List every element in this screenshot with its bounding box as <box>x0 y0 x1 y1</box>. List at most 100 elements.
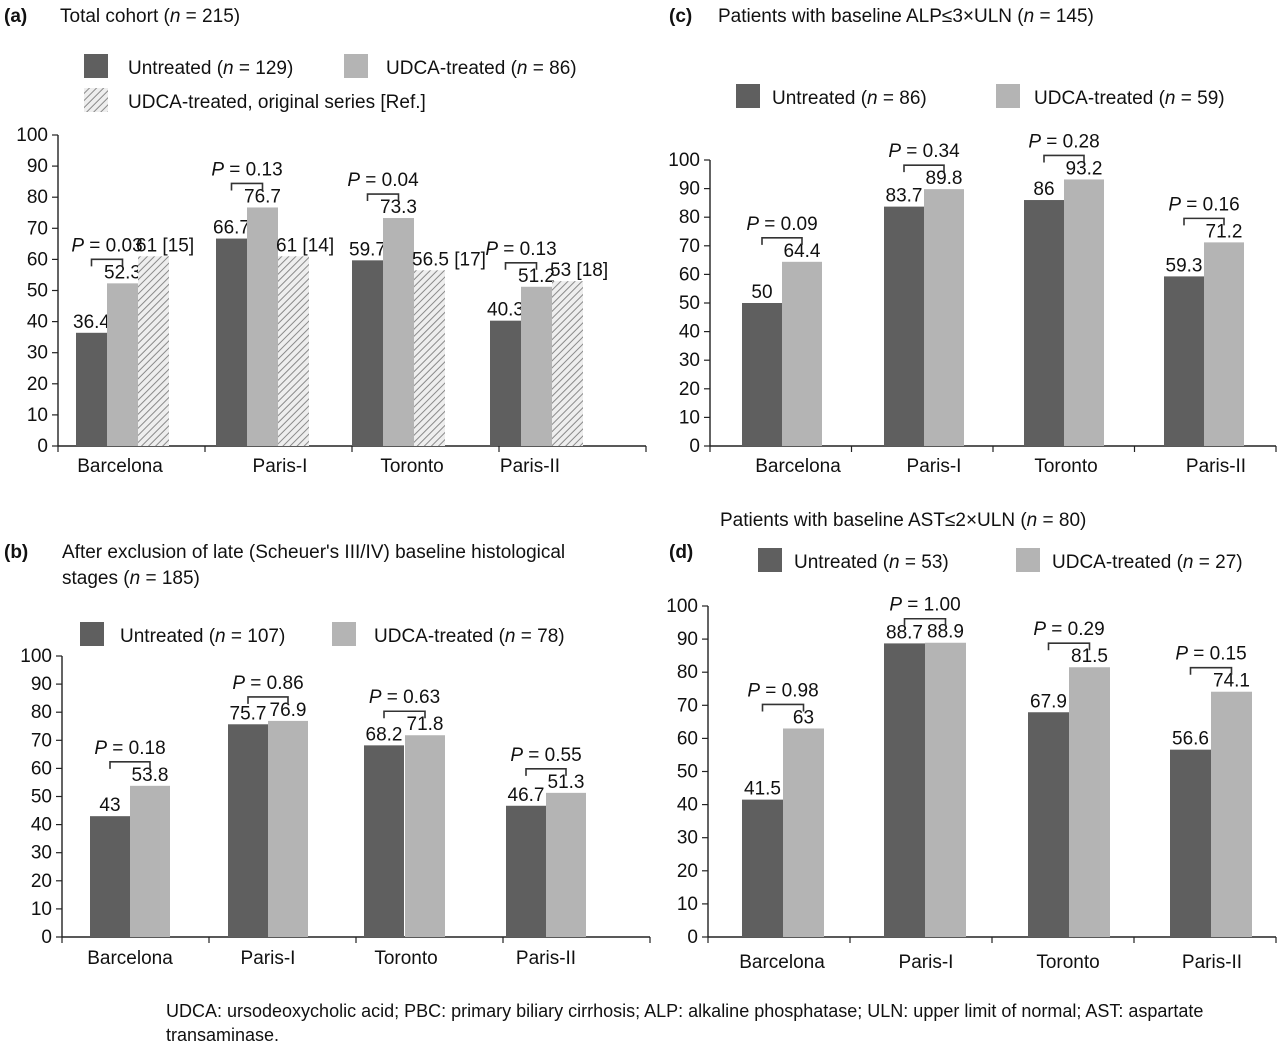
y-tick-label: 90 <box>27 156 48 177</box>
x-tick-label: Paris-I <box>253 456 308 477</box>
y-tick-label: 10 <box>679 407 700 428</box>
data-label: 43 <box>99 795 120 816</box>
data-label: 52.3 <box>104 262 141 283</box>
data-label: 76.7 <box>244 186 281 207</box>
y-tick-label: 20 <box>677 861 698 882</box>
panel-label: (c) <box>669 6 692 27</box>
y-tick-label: 80 <box>31 702 52 723</box>
p-value-label: P = 0.28 <box>1028 131 1099 152</box>
data-label: 86 <box>1033 179 1054 200</box>
p-value-label: P = 0.34 <box>888 141 960 162</box>
data-label: 50 <box>751 282 772 303</box>
bar <box>90 816 130 937</box>
data-label: 93.2 <box>1066 158 1103 179</box>
y-tick-label: 20 <box>27 374 48 395</box>
p-bracket <box>247 696 289 704</box>
p-value-label: P = 0.18 <box>94 738 165 759</box>
legend-label: UDCA-treated (n = 27) <box>1052 552 1243 573</box>
data-label: 53.8 <box>132 765 169 786</box>
bar <box>1164 276 1204 446</box>
footnote: UDCA: ursodeoxycholic acid; PBC: primary… <box>166 1001 1204 1045</box>
y-tick-label: 40 <box>27 312 48 333</box>
data-label: 53 [18] <box>550 260 608 281</box>
y-tick-label: 60 <box>27 249 48 270</box>
p-bracket <box>903 164 945 173</box>
panel-label: (d) <box>669 542 693 563</box>
y-tick-label: 10 <box>27 405 48 426</box>
p-value-label: P = 0.86 <box>232 673 303 694</box>
x-tick-label: Paris-II <box>1186 456 1246 477</box>
data-label: 51.2 <box>518 266 555 287</box>
legend-swatch <box>736 84 760 108</box>
x-tick-label: Toronto <box>374 948 437 969</box>
y-tick-label: 10 <box>677 894 698 915</box>
legend-label: Untreated (n = 107) <box>120 626 285 647</box>
x-tick-label: Paris-II <box>1182 952 1242 973</box>
p-value-label: P = 0.29 <box>1033 619 1104 640</box>
bar <box>138 256 169 446</box>
p-bracket <box>1189 666 1233 675</box>
x-tick-label: Paris-II <box>500 456 560 477</box>
y-tick-label: 100 <box>20 646 52 667</box>
bar <box>742 799 783 937</box>
data-label: 67.9 <box>1030 691 1067 712</box>
legend-swatch <box>84 88 108 112</box>
y-tick-label: 30 <box>27 343 48 364</box>
x-tick-label: Barcelona <box>755 456 841 477</box>
bar <box>383 218 414 446</box>
legend-label: UDCA-treated (n = 59) <box>1034 88 1225 109</box>
data-label: 61 [14] <box>276 235 334 256</box>
bar <box>782 261 822 446</box>
data-label: 81.5 <box>1071 646 1108 667</box>
x-tick-label: Toronto <box>380 456 443 477</box>
legend-label: UDCA-treated, original series [Ref.] <box>128 92 426 113</box>
p-bracket <box>1043 154 1085 163</box>
p-value-label: P = 0.15 <box>1175 644 1246 665</box>
bar <box>414 270 445 446</box>
x-tick-label: Paris-I <box>241 948 296 969</box>
data-label: 75.7 <box>230 703 267 724</box>
legend-swatch <box>996 84 1020 108</box>
data-label: 71.8 <box>407 714 444 735</box>
bar <box>924 189 964 446</box>
data-label: 64.4 <box>784 241 821 262</box>
bar <box>552 281 583 446</box>
legend-label: UDCA-treated (n = 86) <box>386 58 577 79</box>
bar <box>130 785 170 937</box>
p-value-label: P = 0.98 <box>747 680 818 701</box>
p-value-label: P = 1.00 <box>889 595 960 616</box>
data-label: 59.3 <box>1166 255 1203 276</box>
x-tick-label: Paris-II <box>516 948 576 969</box>
x-tick-label: Toronto <box>1034 456 1097 477</box>
y-tick-label: 40 <box>31 815 52 836</box>
legend-label: Untreated (n = 53) <box>794 552 949 573</box>
bar <box>490 320 521 446</box>
bar <box>1170 749 1211 937</box>
legend-swatch <box>758 548 782 572</box>
legend-label: Untreated (n = 86) <box>772 88 927 109</box>
data-label: 76.9 <box>270 700 307 721</box>
y-tick-label: 90 <box>31 674 52 695</box>
data-label: 56.5 [17] <box>412 249 486 270</box>
y-tick-label: 100 <box>666 596 698 617</box>
bar <box>352 260 383 446</box>
y-tick-label: 0 <box>689 436 700 457</box>
bar <box>405 735 445 937</box>
legend-swatch <box>344 54 368 78</box>
y-tick-label: 80 <box>27 187 48 208</box>
data-label: 68.2 <box>366 724 403 745</box>
legend-swatch <box>1016 548 1040 572</box>
x-tick-label: Barcelona <box>739 952 825 973</box>
legend-label: Untreated (n = 129) <box>128 58 293 79</box>
panel-label: (b) <box>4 542 28 563</box>
x-tick-label: Barcelona <box>77 456 163 477</box>
bar <box>925 642 966 937</box>
data-label: 46.7 <box>508 785 545 806</box>
bar <box>884 206 924 446</box>
p-bracket <box>366 193 400 202</box>
y-tick-label: 80 <box>677 662 698 683</box>
y-tick-label: 50 <box>31 787 52 808</box>
bar <box>1024 200 1064 446</box>
y-tick-label: 60 <box>31 758 52 779</box>
